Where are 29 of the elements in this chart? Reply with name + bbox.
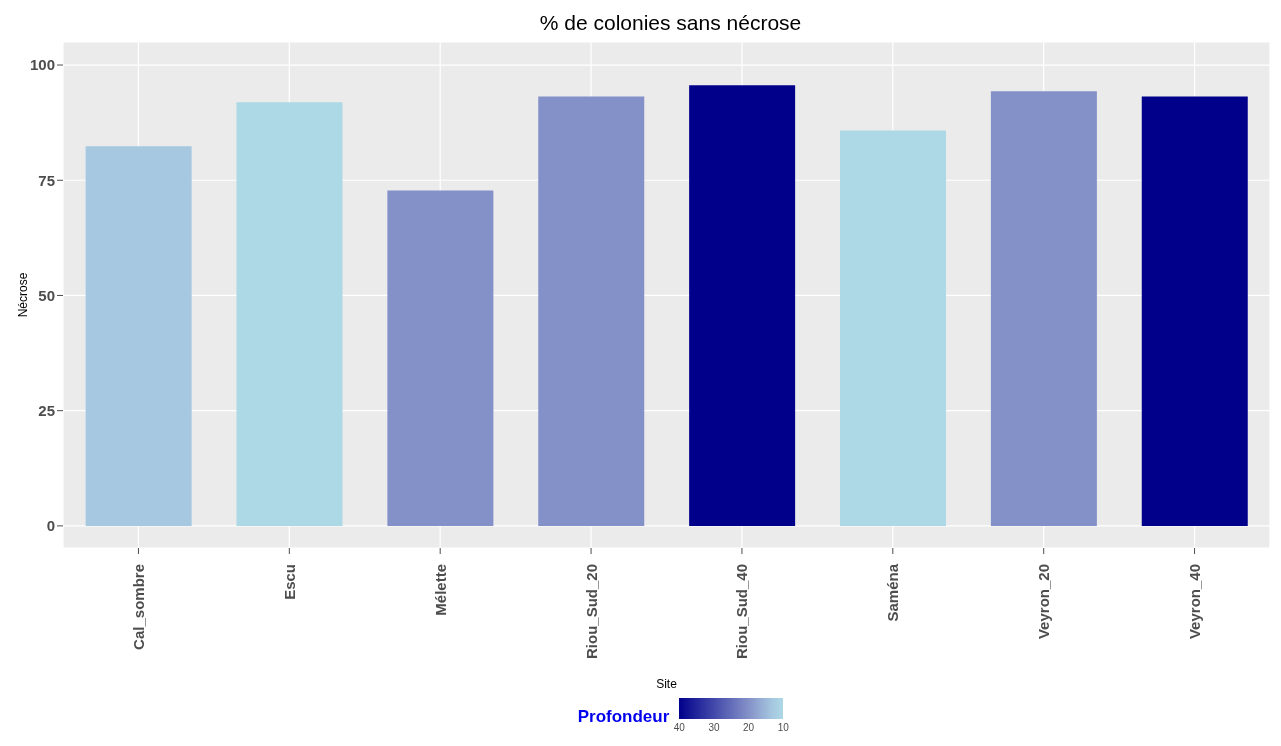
- bar: [689, 85, 796, 526]
- color-bar-label: 20: [742, 722, 756, 733]
- y-tick-label: 100: [29, 56, 55, 74]
- color-bar-title: Profondeur: [577, 707, 670, 727]
- x-tick-label: Mélette: [431, 564, 449, 616]
- y-tick-label: 75: [38, 171, 55, 189]
- x-tick-label: Veyron_40: [1186, 564, 1204, 640]
- bar: [538, 96, 645, 526]
- bar: [236, 102, 343, 526]
- y-tick-label: 50: [38, 286, 55, 304]
- bar: [387, 190, 494, 526]
- x-tick-label: Cal_sombre: [129, 564, 147, 650]
- x-tick-label: Escu: [280, 564, 298, 600]
- bar: [990, 91, 1097, 526]
- y-axis-title: Nécrose: [16, 272, 31, 318]
- x-tick-label: Riou_Sud_20: [582, 564, 600, 660]
- chart-title: % de colonies sans nécrose: [538, 10, 803, 36]
- bar: [840, 130, 947, 526]
- x-tick-label: Riou_Sud_40: [733, 564, 751, 660]
- color-bar-label: 10: [776, 722, 790, 733]
- y-tick-label: 0: [46, 517, 55, 535]
- bar: [1141, 96, 1248, 526]
- bar: [85, 146, 192, 526]
- x-tick-label: Saména: [884, 563, 902, 622]
- color-bar-label: 30: [707, 722, 721, 733]
- x-axis-title: Site: [656, 677, 678, 691]
- y-tick-label: 25: [38, 402, 55, 419]
- x-tick-label: Veyron_20: [1035, 564, 1053, 640]
- color-bar-label: 40: [673, 722, 685, 733]
